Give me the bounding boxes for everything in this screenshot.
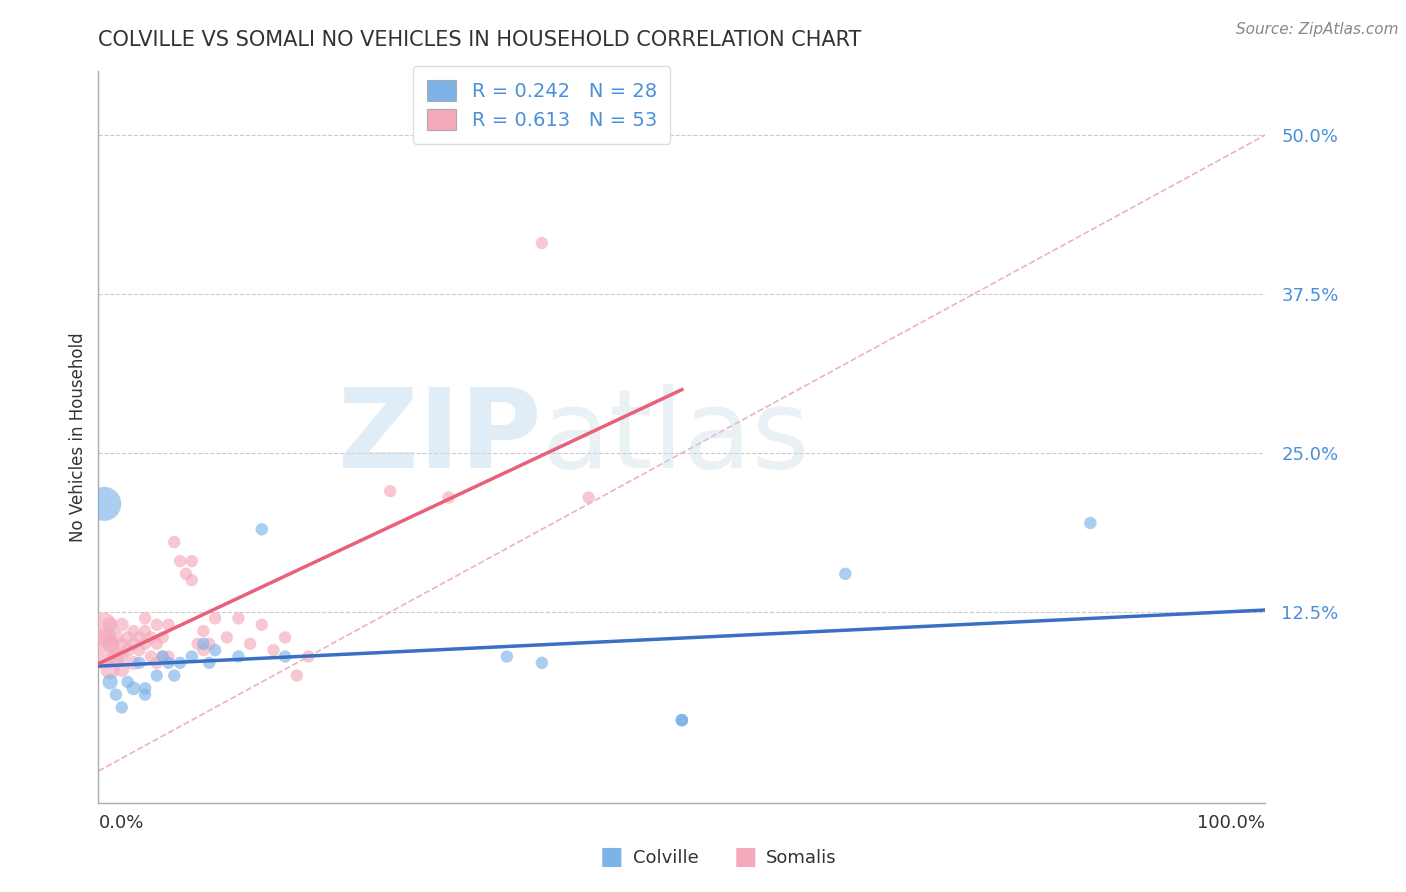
Point [198, 637, 221, 651]
Point [157, 649, 180, 664]
Point [228, 611, 250, 625]
Point [157, 656, 180, 670]
Text: Colville: Colville [633, 849, 699, 867]
Point [380, 484, 402, 499]
Text: Source: ZipAtlas.com: Source: ZipAtlas.com [1236, 22, 1399, 37]
Point [169, 656, 191, 670]
Point [204, 611, 226, 625]
Point [139, 649, 162, 664]
Point [1080, 516, 1102, 530]
Point [146, 656, 169, 670]
Point [671, 713, 693, 727]
Point [93, 497, 115, 511]
Text: 0.0%: 0.0% [98, 814, 143, 832]
Point [250, 617, 273, 632]
Point [671, 713, 693, 727]
Point [104, 631, 127, 645]
Point [193, 637, 215, 651]
Point [152, 649, 174, 664]
Point [98, 637, 121, 651]
Point [146, 637, 169, 651]
Point [834, 566, 856, 581]
Point [111, 700, 134, 714]
Point [262, 643, 284, 657]
Point [111, 617, 134, 632]
Point [174, 566, 197, 581]
Point [93, 643, 115, 657]
Point [104, 649, 127, 664]
Point [98, 662, 121, 676]
Text: atlas: atlas [541, 384, 810, 491]
Point [239, 637, 262, 651]
Point [139, 631, 162, 645]
Point [204, 643, 226, 657]
Point [274, 649, 297, 664]
Point [228, 649, 250, 664]
Y-axis label: No Vehicles in Household: No Vehicles in Household [69, 332, 87, 542]
Point [496, 649, 519, 664]
Point [134, 624, 156, 638]
Point [169, 554, 191, 568]
Point [193, 624, 215, 638]
Text: ■: ■ [734, 845, 756, 869]
Point [93, 617, 115, 632]
Point [157, 617, 180, 632]
Point [134, 611, 156, 625]
Point [193, 643, 215, 657]
Point [117, 631, 139, 645]
Point [163, 668, 186, 682]
Point [198, 656, 221, 670]
Point [250, 522, 273, 536]
Point [134, 637, 156, 651]
Point [285, 668, 308, 682]
Point [128, 656, 150, 670]
Point [134, 681, 156, 696]
Point [180, 573, 202, 587]
Point [111, 637, 134, 651]
Point [117, 675, 139, 690]
Point [98, 675, 121, 690]
Point [128, 643, 150, 657]
Point [297, 649, 319, 664]
Text: Somalis: Somalis [766, 849, 837, 867]
Point [134, 688, 156, 702]
Point [128, 631, 150, 645]
Point [274, 631, 297, 645]
Point [180, 649, 202, 664]
Point [122, 656, 145, 670]
Point [152, 649, 174, 664]
Text: ZIP: ZIP [339, 384, 541, 491]
Point [146, 617, 169, 632]
Text: 100.0%: 100.0% [1198, 814, 1265, 832]
Text: ■: ■ [600, 845, 623, 869]
Point [111, 649, 134, 664]
Text: COLVILLE VS SOMALI NO VEHICLES IN HOUSEHOLD CORRELATION CHART: COLVILLE VS SOMALI NO VEHICLES IN HOUSEH… [98, 30, 862, 50]
Point [98, 617, 121, 632]
Point [215, 631, 238, 645]
Point [187, 637, 209, 651]
Point [530, 656, 553, 670]
Point [111, 662, 134, 676]
Point [180, 554, 202, 568]
Point [122, 624, 145, 638]
Point [530, 236, 553, 251]
Point [146, 668, 169, 682]
Point [96, 631, 118, 645]
Point [437, 491, 460, 505]
Point [671, 713, 693, 727]
Point [122, 681, 145, 696]
Point [117, 643, 139, 657]
Point [163, 535, 186, 549]
Point [152, 631, 174, 645]
Point [122, 637, 145, 651]
Point [578, 491, 600, 505]
Point [104, 688, 127, 702]
Legend: R = 0.242   N = 28, R = 0.613   N = 53: R = 0.242 N = 28, R = 0.613 N = 53 [413, 66, 671, 144]
